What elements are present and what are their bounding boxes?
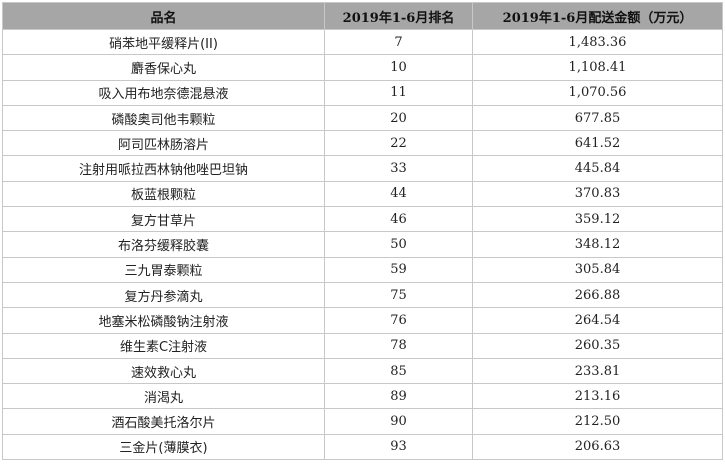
amount-cell: 212.50 (472, 408, 723, 435)
amount-cell: 348.12 (472, 231, 723, 258)
amount-cell: 1,483.36 (472, 28, 723, 56)
rank-cell: 75 (324, 281, 473, 309)
product-name-cell: 地塞米松磷酸钠注射液 (2, 307, 325, 334)
product-name-cell: 复方甘草片 (2, 206, 325, 233)
table-row: 三金片(薄膜衣) 93 206.63 (2, 433, 723, 461)
drug-distribution-table: 品名 2019年1-6月排名 2019年1-6月配送金额（万元） 硝苯地平缓释片… (2, 2, 723, 461)
rank-cell: 76 (324, 307, 473, 334)
product-name-cell: 消渴丸 (2, 383, 325, 410)
product-name-cell: 三金片(薄膜衣) (2, 433, 325, 461)
rank-cell: 22 (324, 130, 473, 157)
amount-cell: 445.84 (472, 155, 723, 182)
rank-cell: 59 (324, 256, 473, 283)
rank-cell: 10 (324, 54, 473, 81)
rank-cell: 93 (324, 433, 473, 461)
product-name-cell: 酒石酸美托洛尔片 (2, 408, 325, 435)
amount-cell: 1,070.56 (472, 79, 723, 106)
table-row: 消渴丸 89 213.16 (2, 383, 723, 410)
table-row: 三九胃泰颗粒 59 305.84 (2, 256, 723, 283)
rank-cell: 11 (324, 79, 473, 106)
product-name-cell: 吸入用布地奈德混悬液 (2, 79, 325, 106)
product-name-cell: 布洛芬缓释胶囊 (2, 231, 325, 258)
product-name-cell: 硝苯地平缓释片(II) (2, 28, 325, 56)
table-row: 速效救心丸 85 233.81 (2, 357, 723, 385)
rank-cell: 20 (324, 104, 473, 132)
table-row: 磷酸奥司他韦颗粒 20 677.85 (2, 104, 723, 132)
table-row: 注射用哌拉西林钠他唑巴坦钠 33 445.84 (2, 155, 723, 182)
rank-cell: 7 (324, 28, 473, 56)
amount-cell: 305.84 (472, 256, 723, 283)
table-row: 阿司匹林肠溶片 22 641.52 (2, 130, 723, 157)
amount-cell: 264.54 (472, 307, 723, 334)
amount-cell: 206.63 (472, 433, 723, 461)
table-row: 布洛芬缓释胶囊 50 348.12 (2, 231, 723, 258)
product-name-cell: 复方丹参滴丸 (2, 281, 325, 309)
product-name-cell: 三九胃泰颗粒 (2, 256, 325, 283)
table-row: 吸入用布地奈德混悬液 11 1,070.56 (2, 79, 723, 106)
table-row: 酒石酸美托洛尔片 90 212.50 (2, 408, 723, 435)
table-row: 复方丹参滴丸 75 266.88 (2, 281, 723, 309)
table-row: 复方甘草片 46 359.12 (2, 206, 723, 233)
product-name-cell: 麝香保心丸 (2, 54, 325, 81)
rank-cell: 44 (324, 180, 473, 208)
amount-cell: 370.83 (472, 180, 723, 208)
amount-cell: 359.12 (472, 206, 723, 233)
amount-cell: 266.88 (472, 281, 723, 309)
header-amount: 2019年1-6月配送金额（万元） (472, 2, 723, 30)
rank-cell: 78 (324, 332, 473, 359)
product-name-cell: 磷酸奥司他韦颗粒 (2, 104, 325, 132)
table-header-row: 品名 2019年1-6月排名 2019年1-6月配送金额（万元） (2, 2, 723, 30)
rank-cell: 89 (324, 383, 473, 410)
table-row: 硝苯地平缓释片(II) 7 1,483.36 (2, 28, 723, 56)
product-name-cell: 板蓝根颗粒 (2, 180, 325, 208)
product-name-cell: 注射用哌拉西林钠他唑巴坦钠 (2, 155, 325, 182)
table-row: 地塞米松磷酸钠注射液 76 264.54 (2, 307, 723, 334)
rank-cell: 90 (324, 408, 473, 435)
amount-cell: 260.35 (472, 332, 723, 359)
rank-cell: 46 (324, 206, 473, 233)
table-body: 硝苯地平缓释片(II) 7 1,483.36 麝香保心丸 10 1,108.41 吸入用布地… (2, 28, 723, 461)
table-row: 麝香保心丸 10 1,108.41 (2, 54, 723, 81)
header-rank: 2019年1-6月排名 (324, 2, 473, 30)
product-name-cell: 阿司匹林肠溶片 (2, 130, 325, 157)
table-row: 板蓝根颗粒 44 370.83 (2, 180, 723, 208)
amount-cell: 641.52 (472, 130, 723, 157)
amount-cell: 677.85 (472, 104, 723, 132)
rank-cell: 33 (324, 155, 473, 182)
product-name-cell: 速效救心丸 (2, 357, 325, 385)
header-product-name: 品名 (2, 2, 325, 30)
product-name-cell: 维生素C注射液 (2, 332, 325, 359)
amount-cell: 1,108.41 (472, 54, 723, 81)
amount-cell: 213.16 (472, 383, 723, 410)
rank-cell: 85 (324, 357, 473, 385)
amount-cell: 233.81 (472, 357, 723, 385)
rank-cell: 50 (324, 231, 473, 258)
table-row: 维生素C注射液 78 260.35 (2, 332, 723, 359)
